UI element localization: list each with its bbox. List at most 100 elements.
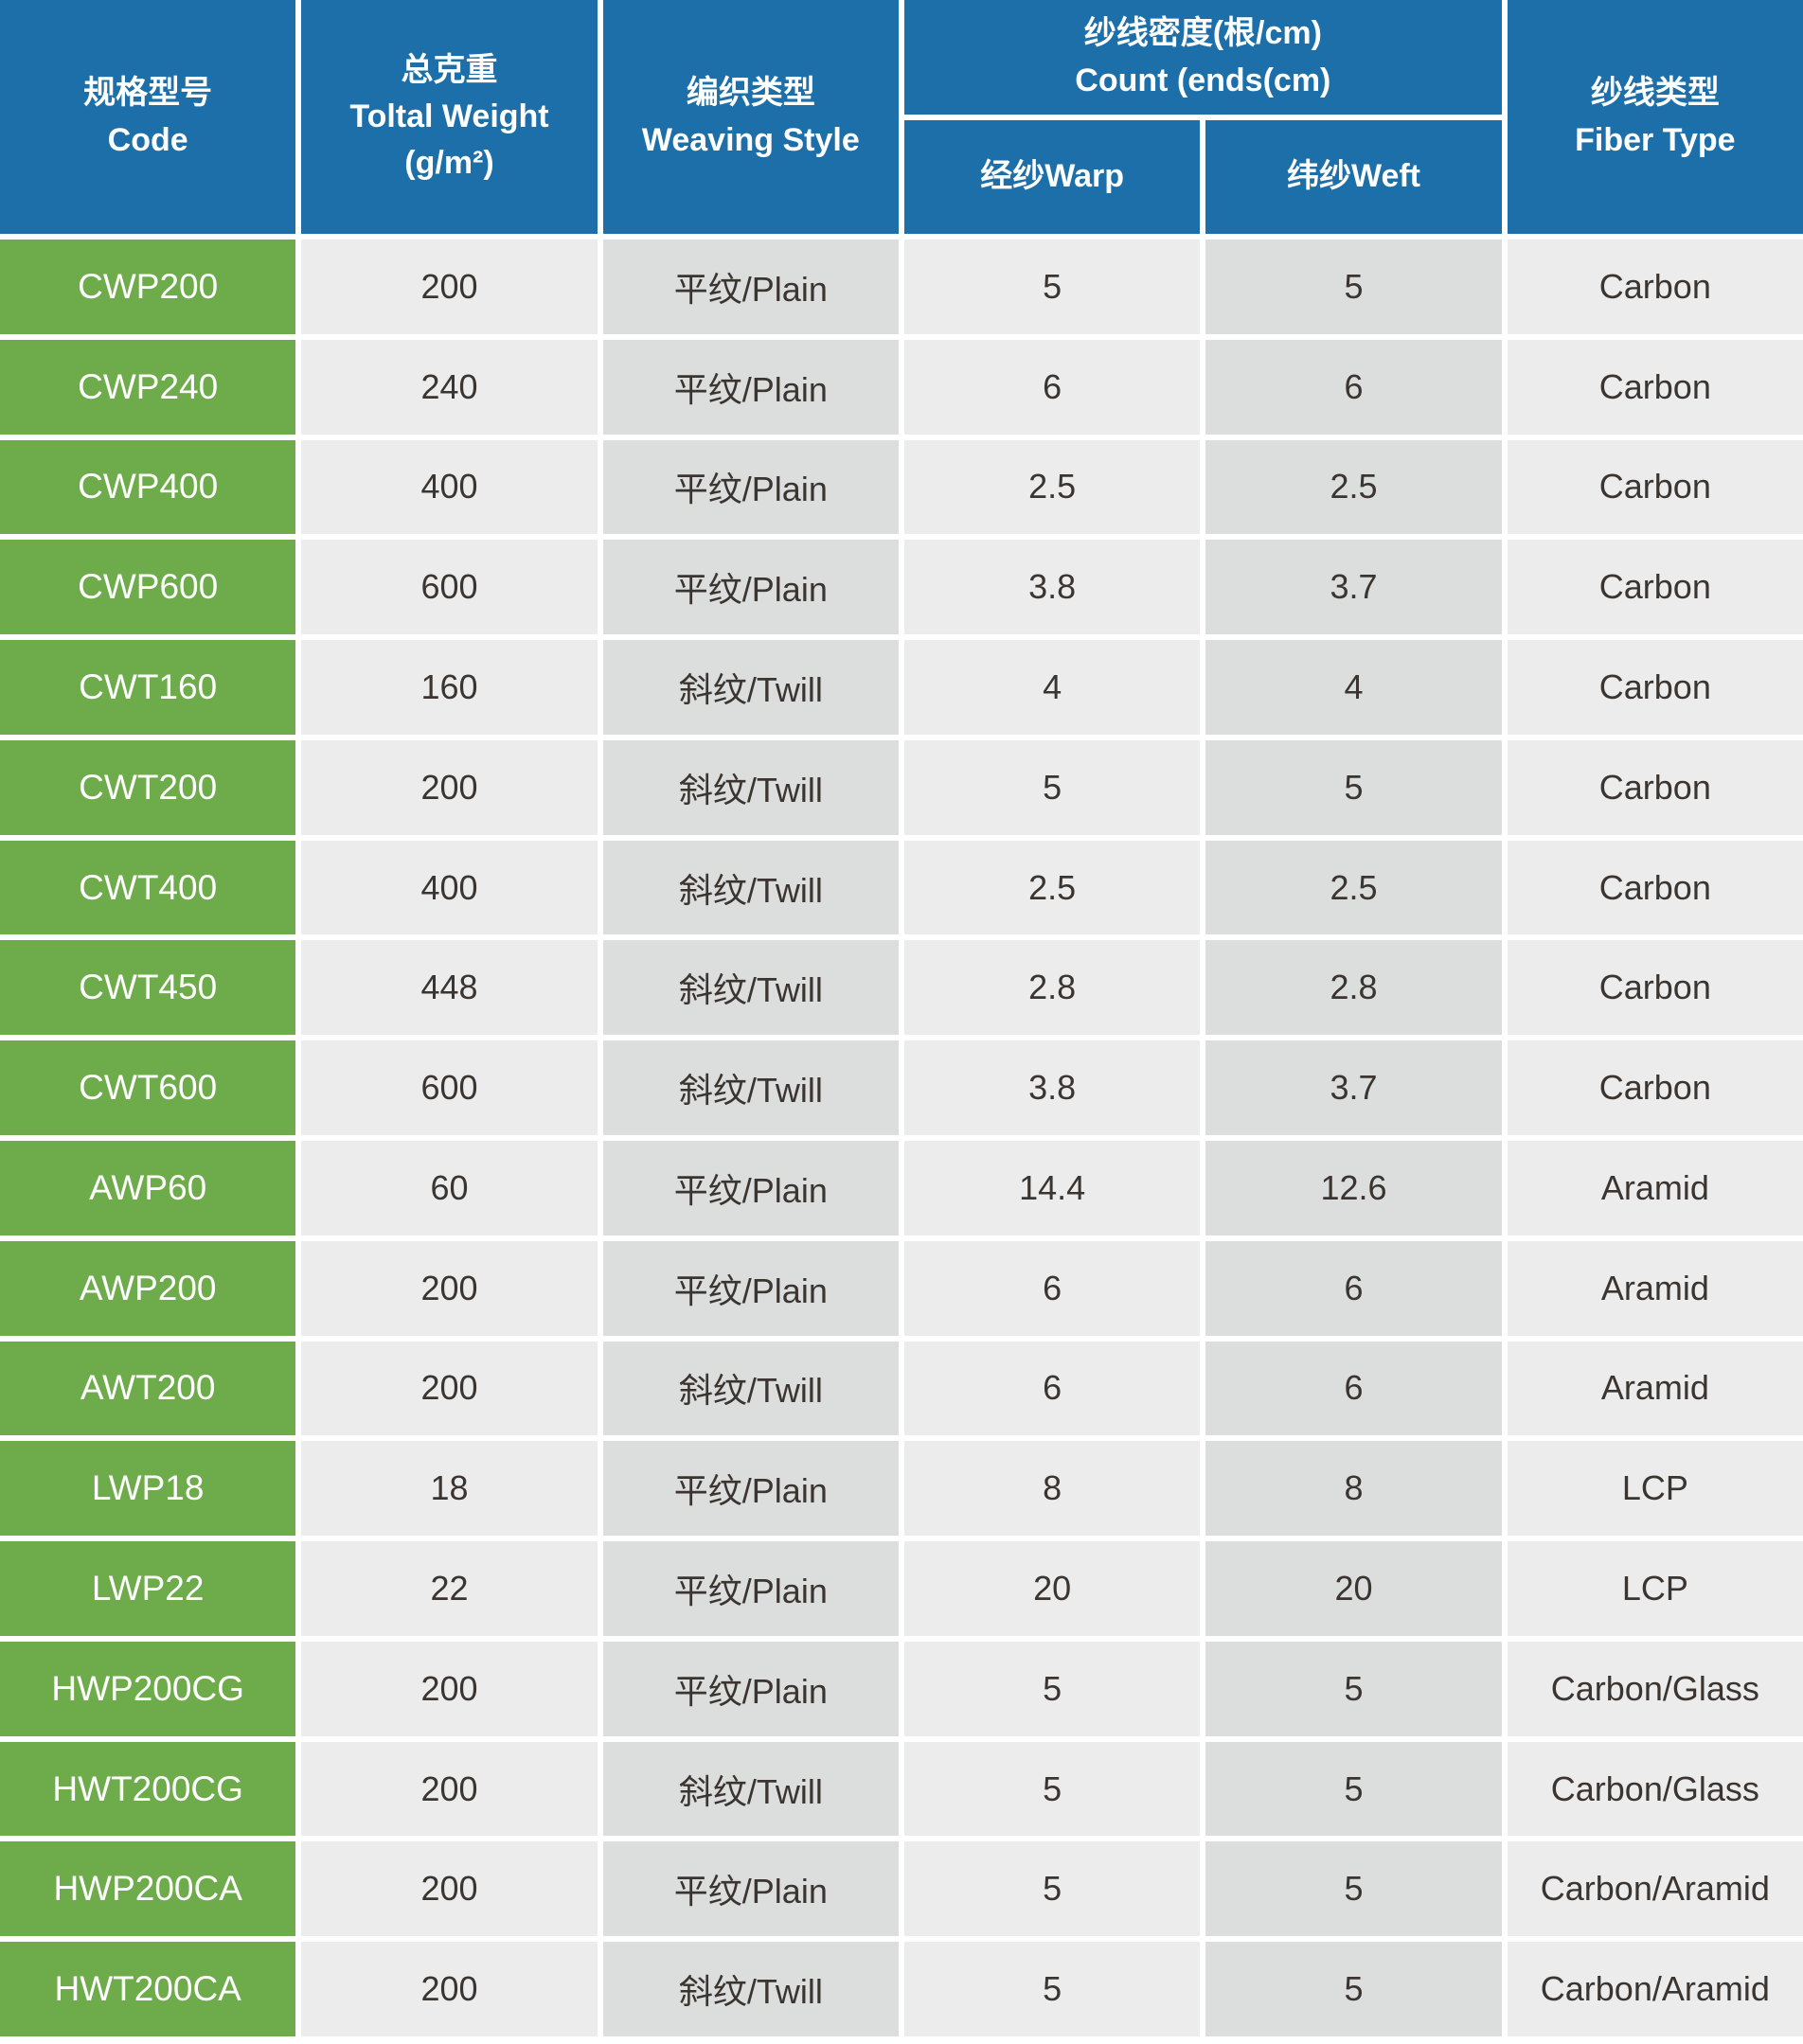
cell-total-weight: 448 (301, 940, 598, 1036)
cell-total-weight: 200 (301, 1341, 598, 1436)
header-weaving-style: 编织类型 Weaving Style (602, 0, 899, 234)
cell-weft-count: 2.5 (1205, 840, 1502, 935)
cell-fiber-type: Carbon (1507, 840, 1803, 935)
cell-total-weight: 200 (301, 1942, 598, 2036)
cell-weaving-style: 平纹/Plain (602, 1141, 899, 1235)
cell-code: CWT200 (0, 739, 296, 835)
cell-fiber-type: Aramid (1507, 1141, 1803, 1235)
cell-code: CWT600 (0, 1040, 296, 1135)
cell-weft-count: 20 (1205, 1541, 1502, 1636)
header-weaving-style-zh: 编织类型 (686, 75, 815, 112)
cell-weft-count: 5 (1205, 1641, 1502, 1736)
cell-weft-count: 4 (1205, 640, 1502, 735)
cell-code: LWP22 (0, 1541, 296, 1636)
cell-weaving-style: 斜纹/Twill (602, 1341, 899, 1436)
cell-weaving-style: 斜纹/Twill (602, 840, 899, 935)
cell-fiber-type: Carbon (1507, 339, 1803, 435)
cell-total-weight: 18 (301, 1441, 598, 1537)
cell-code: CWP400 (0, 439, 296, 535)
cell-code: LWP18 (0, 1441, 296, 1537)
cell-weaving-style: 平纹/Plain (602, 439, 899, 535)
cell-warp-count: 2.5 (904, 439, 1201, 535)
cell-warp-count: 5 (904, 739, 1201, 835)
cell-warp-count: 6 (904, 1341, 1201, 1436)
cell-warp-count: 5 (904, 1741, 1201, 1837)
cell-weft-count: 3.7 (1205, 1040, 1502, 1135)
cell-fiber-type: Carbon (1507, 739, 1803, 835)
cell-total-weight: 200 (301, 1641, 598, 1736)
cell-code: AWT200 (0, 1341, 296, 1436)
cell-weft-count: 6 (1205, 339, 1502, 435)
cell-fiber-type: Carbon (1507, 940, 1803, 1036)
cell-total-weight: 600 (301, 540, 598, 635)
cell-warp-count: 5 (904, 1841, 1201, 1937)
cell-weft-count: 5 (1205, 240, 1502, 334)
cell-fiber-type: Carbon (1507, 439, 1803, 535)
cell-warp-count: 5 (904, 1641, 1201, 1736)
cell-weft-count: 2.8 (1205, 940, 1502, 1036)
cell-code: AWP60 (0, 1141, 296, 1235)
cell-code: CWP240 (0, 339, 296, 435)
cell-weaving-style: 斜纹/Twill (602, 640, 899, 735)
cell-code: CWT450 (0, 940, 296, 1036)
cell-fiber-type: Carbon/Glass (1507, 1741, 1803, 1837)
cell-total-weight: 200 (301, 240, 598, 334)
cell-weaving-style: 斜纹/Twill (602, 1942, 899, 2036)
header-total-weight: 总克重 Toltal Weight (g/m²) (301, 0, 598, 234)
cell-code: CWP200 (0, 240, 296, 334)
cell-weft-count: 8 (1205, 1441, 1502, 1537)
cell-total-weight: 60 (301, 1141, 598, 1235)
cell-fiber-type: LCP (1507, 1541, 1803, 1636)
cell-total-weight: 600 (301, 1040, 598, 1135)
header-warp: 经纱Warp (904, 120, 1201, 234)
cell-warp-count: 3.8 (904, 540, 1201, 635)
cell-total-weight: 200 (301, 739, 598, 835)
cell-total-weight: 200 (301, 1841, 598, 1937)
header-total-weight-zh: 总克重 (401, 51, 498, 88)
header-count-group-en: Count (ends(cm) (1075, 62, 1331, 98)
cell-warp-count: 6 (904, 1240, 1201, 1336)
cell-weft-count: 3.7 (1205, 540, 1502, 635)
header-weft: 纬纱Weft (1205, 120, 1502, 234)
cell-fiber-type: Aramid (1507, 1341, 1803, 1436)
cell-code: AWP200 (0, 1240, 296, 1336)
cell-weaving-style: 斜纹/Twill (602, 1040, 899, 1135)
header-weaving-style-en: Weaving Style (641, 121, 860, 158)
header-code: 规格型号 Code (0, 0, 296, 234)
cell-warp-count: 5 (904, 240, 1201, 334)
header-fiber-type-zh: 纱线类型 (1590, 75, 1720, 112)
cell-code: HWP200CA (0, 1841, 296, 1937)
header-code-zh: 规格型号 (83, 75, 213, 112)
header-fiber-type-en: Fiber Type (1575, 121, 1736, 158)
cell-warp-count: 8 (904, 1441, 1201, 1537)
cell-total-weight: 200 (301, 1240, 598, 1336)
cell-fiber-type: Carbon (1507, 240, 1803, 334)
cell-warp-count: 6 (904, 339, 1201, 435)
cell-total-weight: 240 (301, 339, 598, 435)
cell-weaving-style: 斜纹/Twill (602, 940, 899, 1036)
cell-weft-count: 5 (1205, 1741, 1502, 1837)
cell-weaving-style: 平纹/Plain (602, 1541, 899, 1636)
header-total-weight-unit: (g/m²) (404, 145, 494, 182)
cell-code: CWP600 (0, 540, 296, 635)
cell-weaving-style: 平纹/Plain (602, 1841, 899, 1937)
cell-weft-count: 5 (1205, 1841, 1502, 1937)
cell-code: HWT200CG (0, 1741, 296, 1837)
cell-warp-count: 20 (904, 1541, 1201, 1636)
cell-weft-count: 6 (1205, 1341, 1502, 1436)
header-code-en: Code (107, 121, 188, 158)
cell-total-weight: 200 (301, 1741, 598, 1837)
cell-fiber-type: Carbon/Glass (1507, 1641, 1803, 1736)
cell-fiber-type: Aramid (1507, 1240, 1803, 1336)
cell-warp-count: 5 (904, 1942, 1201, 2036)
cell-fiber-type: LCP (1507, 1441, 1803, 1537)
cell-total-weight: 400 (301, 840, 598, 935)
cell-fiber-type: Carbon (1507, 540, 1803, 635)
cell-weft-count: 5 (1205, 739, 1502, 835)
cell-weft-count: 6 (1205, 1240, 1502, 1336)
cell-total-weight: 400 (301, 439, 598, 535)
cell-weaving-style: 斜纹/Twill (602, 1741, 899, 1837)
cell-weft-count: 12.6 (1205, 1141, 1502, 1235)
header-weft-label: 纬纱Weft (1286, 158, 1420, 195)
